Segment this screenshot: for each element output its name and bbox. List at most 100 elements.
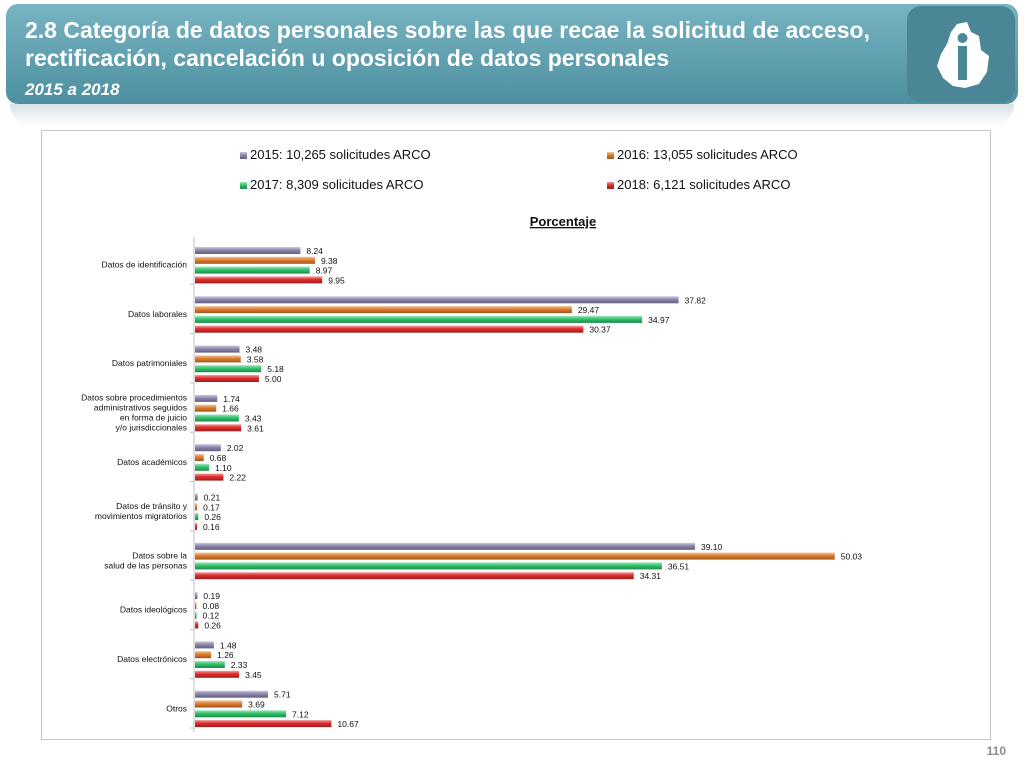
legend-swatch [607,182,614,189]
category-label-datos-de-identificacion: Datos de identificación [101,260,187,270]
data-label: 8.24 [306,246,323,256]
data-label: 0.21 [204,493,221,503]
data-label: 0.17 [203,502,220,512]
bar-otros-3 [195,710,287,718]
data-label: 10.67 [337,719,359,729]
bar-datos-de-transito-y-2 [195,503,198,511]
bar-datos-electronicos-2 [195,651,212,659]
bar-chart: 2015: 10,265 solicitudes ARCO 2016: 13,05… [81,147,863,732]
bar-datos-laborales-3 [195,315,643,323]
bar-datos-academicos-2 [195,454,204,461]
data-label: 50.03 [841,552,863,562]
bar-datos-laborales-2 [195,306,572,314]
slide-title: 2.8 Categoría de datos personales sobre … [25,17,870,71]
data-label: 1.48 [220,640,237,650]
legend-item-4: 2018: 6,121 solicitudes ARCO [607,177,790,192]
data-label: 0.16 [203,522,220,532]
page-number: 110 [986,744,1006,758]
bar-datos-ideologicos-3 [195,611,197,619]
chart-frame: 2015: 10,265 solicitudes ARCO 2016: 13,05… [41,130,991,740]
data-label: 9.95 [328,275,345,285]
bar-datos-sobre-la-1 [195,542,695,550]
data-label: 2.33 [231,660,248,670]
data-label: 3.48 [245,345,262,355]
bar-datos-sobre-procedimientos-3 [195,414,239,422]
data-label: 9.38 [321,256,338,266]
bar-datos-electronicos-3 [195,661,225,668]
bar-datos-de-identificacion-4 [195,276,323,284]
data-label: 39.10 [701,542,723,552]
legend-swatch [240,182,247,189]
category-label-datos-electronicos: Datos electrónicos [117,654,187,664]
category-label-datos-sobre-procedimientos-administrativos-seguidos-en-forma-de-juicio-y-o-jurisdiccionales: Datos sobre procedimientos administrativo… [81,393,187,433]
bar-datos-electronicos-4 [195,670,240,678]
bar-datos-laborales-4 [195,325,584,333]
data-label: 0.12 [203,611,220,621]
bar-datos-sobre-procedimientos-2 [195,404,217,412]
bar-otros-2 [195,700,243,708]
bar-datos-ideologicos-2 [195,601,197,609]
category-label-datos-laborales: Datos laborales [128,309,187,319]
category-label-datos-academicos: Datos académicos [117,457,187,467]
bar-datos-de-identificacion-3 [195,266,310,274]
legend-item-2: 2016: 13,055 solicitudes ARCO [607,147,798,162]
bar-datos-academicos-4 [195,473,224,481]
bar-datos-de-transito-y-3 [195,513,199,521]
title-banner: 2.8 Categoría de datos personales sobre … [6,4,1018,104]
bar-datos-patrimoniales-2 [195,355,241,363]
legend-label: 2018: 6,121 solicitudes ARCO [617,177,790,192]
bar-datos-patrimoniales-4 [195,375,259,382]
bar-datos-academicos-1 [195,444,221,452]
category-label-datos-de-transito-y-movimientos-migratorios: Datos de tránsito y movimientos migratori… [95,501,188,521]
bar-datos-ideologicos-4 [195,621,199,629]
bar-otros-1 [195,690,269,698]
bar-datos-patrimoniales-1 [195,345,240,353]
legend-swatch [240,152,247,159]
data-label: 3.45 [245,670,262,680]
data-label: 1.74 [223,394,240,404]
data-label: 1.10 [215,463,232,473]
bar-datos-sobre-la-2 [195,552,835,560]
data-label: 2.02 [227,443,244,453]
data-label: 36.51 [668,561,690,571]
bar-datos-sobre-procedimientos-1 [195,394,218,402]
legend-label: 2015: 10,265 solicitudes ARCO [250,147,431,162]
legend-label: 2016: 13,055 solicitudes ARCO [617,147,798,162]
bar-datos-de-identificacion-2 [195,256,315,264]
legend-item-1: 2015: 10,265 solicitudes ARCO [240,147,431,162]
category-label-datos-ideologicos: Datos ideológicos [120,605,187,615]
data-label: 34.31 [640,571,662,581]
data-label: 0.68 [210,453,227,463]
data-label: 3.43 [245,414,262,424]
data-label: 3.58 [247,354,264,364]
data-label: 29.47 [578,305,600,315]
data-label: 0.19 [203,591,220,601]
institution-logo-icon [907,6,1015,102]
category-label-datos-sobre-la-salud-de-las-personas: Datos sobre la salud de las personas [104,550,187,570]
legend-swatch [607,152,614,159]
data-label: 0.26 [204,512,221,522]
data-label: 37.82 [685,295,707,305]
data-label: 5.18 [267,364,284,374]
category-label-otros: Otros [166,703,187,713]
data-label: 0.26 [204,621,221,631]
bar-datos-patrimoniales-3 [195,365,262,373]
data-label: 2.22 [229,473,246,483]
legend-label: 2017: 8,309 solicitudes ARCO [250,177,423,192]
bar-otros-4 [195,720,332,728]
bar-datos-sobre-la-3 [195,562,662,570]
data-label: 5.00 [265,374,282,384]
data-label: 3.61 [247,423,264,433]
data-label: 1.66 [222,404,239,414]
legend-item-3: 2017: 8,309 solicitudes ARCO [240,177,423,192]
bar-datos-laborales-1 [195,296,679,304]
bar-datos-ideologicos-1 [195,592,198,600]
bar-datos-academicos-3 [195,463,210,471]
data-label: 30.37 [589,325,611,335]
bar-datos-sobre-procedimientos-4 [195,424,242,432]
bar-datos-sobre-la-4 [195,572,634,580]
data-label: 8.97 [316,266,333,276]
data-label: 34.97 [648,315,670,325]
data-label: 5.71 [274,690,291,700]
bar-datos-de-transito-y-1 [195,493,198,501]
